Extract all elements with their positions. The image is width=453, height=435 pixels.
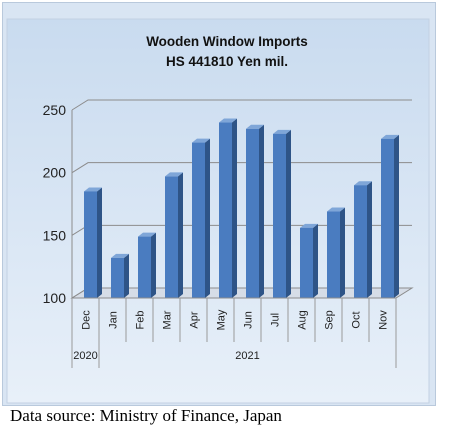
y-tick-label: 100: [43, 290, 67, 306]
bar-top: [273, 129, 291, 134]
x-tick-label: Feb: [135, 311, 147, 330]
bar-jun: [246, 124, 264, 298]
bar-side: [124, 253, 129, 298]
x-tick-label: May: [216, 309, 228, 330]
x-tick-label: Nov: [378, 310, 390, 330]
bar-front: [165, 176, 178, 298]
bar-front: [138, 236, 151, 298]
bar-front: [246, 128, 259, 298]
bar-side: [178, 172, 183, 298]
x-tick-label: Dec: [81, 310, 93, 330]
bar-jan: [111, 253, 129, 298]
bar-front: [354, 185, 367, 298]
x-tick-label: Aug: [297, 310, 309, 330]
bar-sep: [327, 207, 345, 298]
bar-front: [381, 138, 394, 298]
y-tick-label: 150: [43, 227, 67, 243]
x-tick-label: Oct: [351, 311, 363, 328]
bar-top: [381, 134, 399, 139]
bar-nov: [381, 134, 399, 298]
axis-layer: 100 150 200 250 Dec Jan Feb Mar Apr May Jun Jul Aug S…: [43, 102, 397, 368]
bar-side: [286, 129, 291, 298]
y-gridline: [71, 162, 412, 174]
bar-side: [151, 232, 156, 298]
bar-front: [300, 227, 313, 298]
y-tick-label: 250: [43, 102, 67, 118]
chart-title: Wooden Window Imports: [146, 34, 308, 49]
chart-svg: Wooden Window Imports HS 441810 Yen mil.…: [6, 18, 430, 404]
bar-top: [138, 232, 156, 237]
bar-side: [394, 134, 399, 298]
bar-side: [97, 187, 102, 298]
bar-front: [219, 122, 232, 299]
x-tick-label: Sep: [324, 310, 336, 330]
year-label: 2020: [73, 350, 97, 362]
x-tick-label: Mar: [162, 310, 174, 329]
bar-layer: [84, 118, 399, 299]
bar-top: [192, 138, 210, 143]
x-tick-label: Jan: [108, 311, 120, 329]
bar-front: [111, 257, 124, 298]
bar-jul: [273, 129, 291, 298]
bar-side: [205, 138, 210, 298]
bar-may: [219, 118, 237, 299]
x-tick-label: Jul: [270, 313, 282, 327]
bar-front: [327, 211, 340, 298]
data-source-note: Data source: Ministry of Finance, Japan: [10, 406, 282, 425]
bar-side: [232, 118, 237, 299]
y-tick-label: 200: [43, 165, 67, 181]
bar-aug: [300, 223, 318, 298]
bar-apr: [192, 138, 210, 298]
bar-side: [313, 223, 318, 298]
bar-top: [354, 181, 372, 186]
year-label: 2021: [235, 350, 259, 362]
bar-top: [165, 172, 183, 177]
x-tick-label: Jun: [243, 311, 255, 329]
bar-front: [273, 133, 286, 298]
chart-subtitle: HS 441810 Yen mil.: [166, 54, 288, 69]
y-gridline: [71, 99, 412, 111]
bar-top: [111, 253, 129, 258]
bar-top: [300, 223, 318, 228]
bar-front: [84, 191, 97, 298]
bar-dec: [84, 187, 102, 298]
bar-mar: [165, 172, 183, 298]
bar-side: [259, 124, 264, 298]
bar-top: [219, 118, 237, 123]
bar-front: [192, 142, 205, 298]
bar-top: [246, 124, 264, 129]
x-tick-label: Apr: [189, 311, 201, 328]
bar-side: [340, 207, 345, 298]
bar-side: [367, 181, 372, 298]
bar-top: [84, 187, 102, 192]
bar-oct: [354, 181, 372, 298]
bar-top: [327, 207, 345, 212]
bar-feb: [138, 232, 156, 298]
